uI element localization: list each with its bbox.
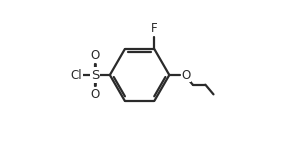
Text: O: O [181, 69, 191, 81]
Text: O: O [90, 88, 99, 101]
Text: S: S [91, 69, 99, 81]
Text: F: F [151, 22, 158, 35]
Text: Cl: Cl [70, 69, 82, 81]
Text: O: O [90, 49, 99, 62]
